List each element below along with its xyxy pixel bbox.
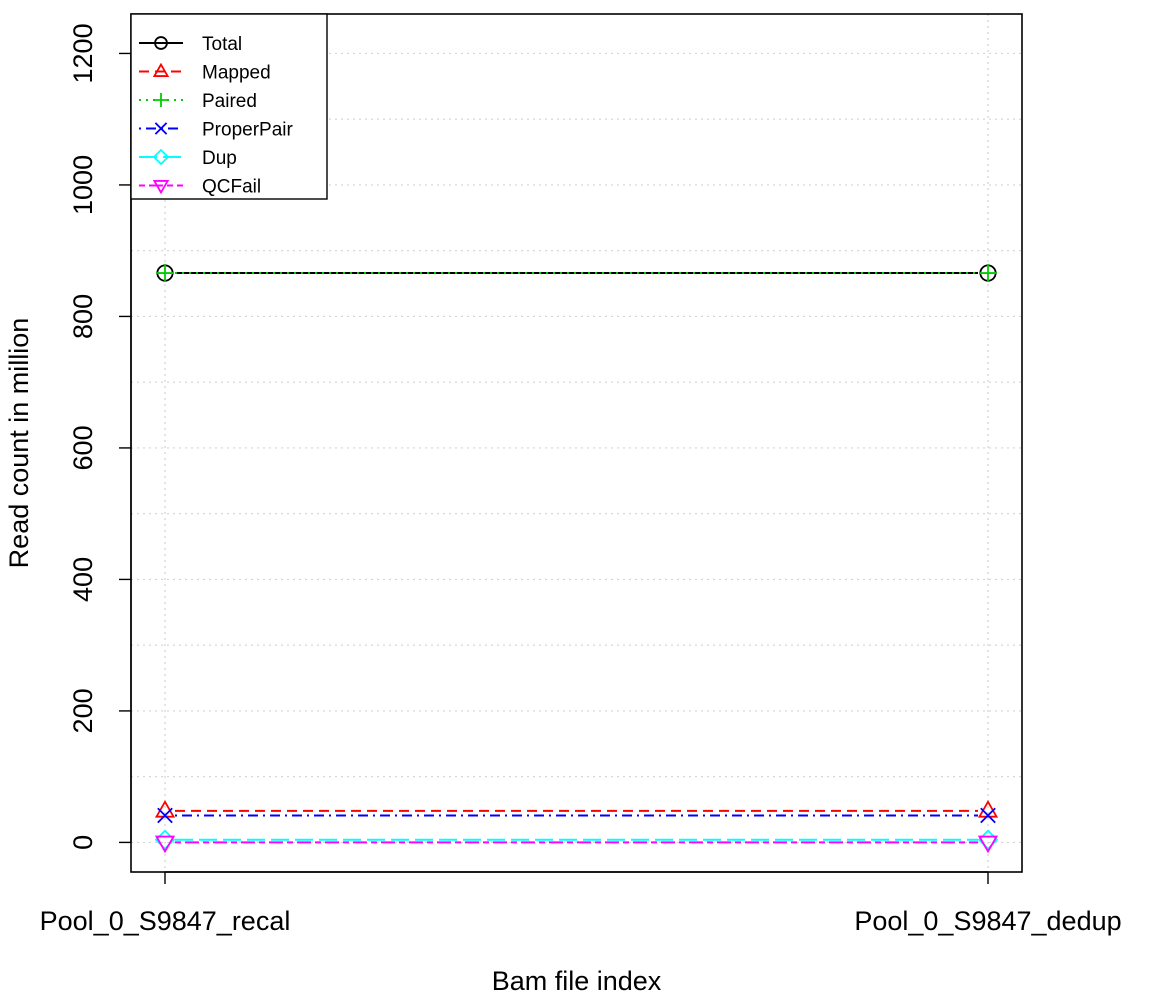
y-tick-label: 400 bbox=[68, 557, 98, 602]
series-qcfail bbox=[154, 835, 999, 854]
legend-entry-mapped: Mapped bbox=[139, 63, 271, 84]
x-axis-title: Bam file index bbox=[492, 966, 662, 996]
legend-marker bbox=[154, 93, 168, 107]
legend-label: ProperPair bbox=[202, 120, 293, 141]
legend-marker bbox=[154, 36, 168, 50]
data-point bbox=[154, 835, 176, 854]
y-tick-label: 600 bbox=[68, 425, 98, 470]
data-point bbox=[157, 807, 173, 824]
legend: Total Mapped Paired ProperPair Dup QCFail bbox=[130, 13, 328, 200]
legend-label: Mapped bbox=[202, 63, 271, 84]
legend-marker bbox=[154, 122, 168, 135]
y-tick-label: 0 bbox=[68, 835, 98, 850]
y-axis-title: Read count in million bbox=[4, 318, 34, 569]
legend-entry-paired: Paired bbox=[139, 91, 257, 112]
legend-label: QCFail bbox=[202, 177, 261, 198]
legend-label: Dup bbox=[202, 148, 237, 169]
x-tick-label: Pool_0_S9847_recal bbox=[40, 906, 291, 936]
legend-entry-qcfail: QCFail bbox=[139, 177, 261, 198]
legend-box bbox=[130, 13, 328, 200]
legend-marker bbox=[152, 62, 170, 77]
data-point bbox=[977, 835, 999, 854]
legend-entry-total: Total bbox=[139, 34, 242, 55]
series-layer bbox=[154, 264, 999, 854]
series-properpair bbox=[157, 807, 996, 824]
grid bbox=[131, 14, 1022, 872]
legend-entry-properpair: ProperPair bbox=[139, 120, 293, 141]
data-point bbox=[979, 264, 997, 283]
legend-marker bbox=[152, 180, 170, 195]
legend-marker bbox=[152, 148, 170, 166]
x-tick-label: Pool_0_S9847_dedup bbox=[854, 906, 1121, 936]
legend-label: Paired bbox=[202, 91, 257, 112]
y-tick-label: 1200 bbox=[68, 23, 98, 83]
data-point bbox=[156, 264, 174, 283]
y-tick-label: 1000 bbox=[68, 155, 98, 215]
legend-entry-dup: Dup bbox=[139, 148, 237, 169]
axes: 0 200 400 600 800 1000 1200 Pool_0_S9847_recal P… bbox=[40, 23, 1122, 936]
y-tick-label: 800 bbox=[68, 294, 98, 339]
series-dup bbox=[154, 829, 999, 851]
y-tick-label: 200 bbox=[68, 688, 98, 733]
legend-label: Total bbox=[202, 34, 242, 55]
data-point bbox=[980, 807, 996, 824]
series-paired bbox=[156, 264, 997, 283]
